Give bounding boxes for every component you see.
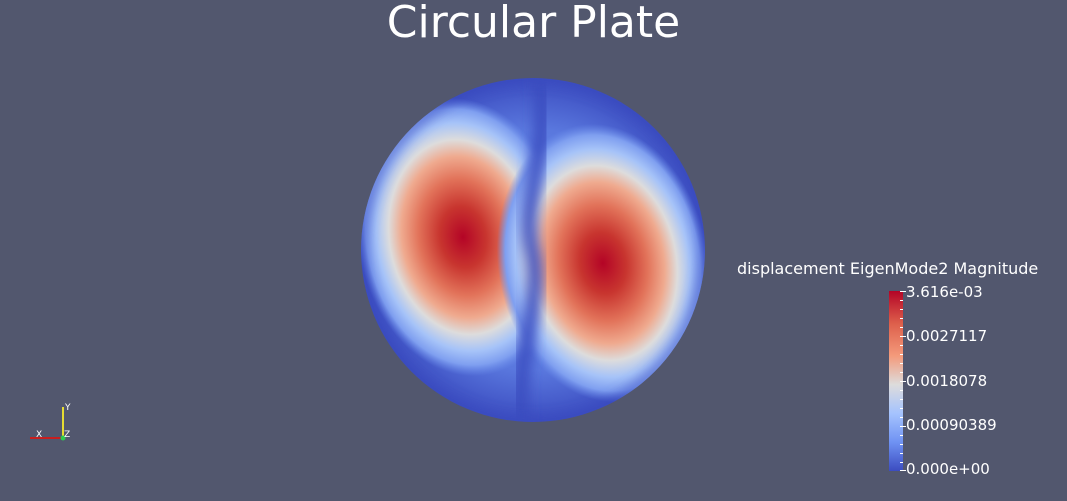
scalar-bar-label-2: 0.0018078 bbox=[906, 372, 988, 390]
scalar-bar-label-min: 0.000e+00 bbox=[906, 460, 990, 478]
scalar-bar-label-max: 3.616e-03 bbox=[906, 283, 983, 301]
scalar-bar bbox=[889, 291, 903, 471]
scalar-bar-title: displacement EigenMode2 Magnitude bbox=[737, 259, 1039, 278]
z-axis-label: Z bbox=[64, 430, 70, 440]
view-title: Circular Plate bbox=[386, 0, 681, 48]
z-axis-dot bbox=[60, 435, 66, 441]
y-axis-label: Y bbox=[64, 403, 71, 413]
orientation-axes[interactable]: Y X Z bbox=[26, 400, 76, 445]
scalar-bar-ticks bbox=[900, 291, 906, 471]
scalar-bar-label-3: 0.0027117 bbox=[906, 327, 988, 345]
x-axis-label: X bbox=[36, 430, 42, 440]
circular-plate bbox=[361, 78, 705, 422]
scalar-bar-label-1: 0.00090389 bbox=[906, 416, 997, 434]
